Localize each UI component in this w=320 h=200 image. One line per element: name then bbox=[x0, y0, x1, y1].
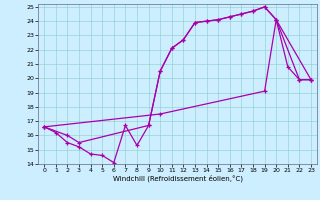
X-axis label: Windchill (Refroidissement éolien,°C): Windchill (Refroidissement éolien,°C) bbox=[113, 175, 243, 182]
